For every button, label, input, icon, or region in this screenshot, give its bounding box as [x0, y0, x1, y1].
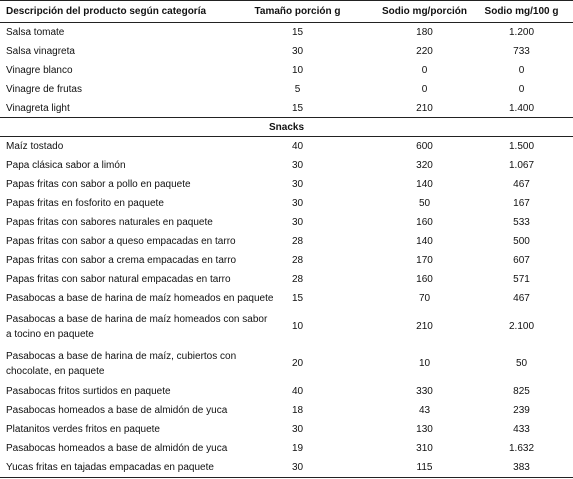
product-cell: Papas fritas con sabores naturales en pa…: [6, 217, 213, 228]
value-cell: 383: [513, 462, 530, 473]
value-cell: 1.067: [508, 160, 535, 171]
value-cell: 130: [416, 424, 433, 435]
header-cell: Descripción del producto según categoría: [6, 5, 207, 17]
product-cell: Vinagre de frutas: [6, 84, 82, 95]
value-cell: 220: [416, 46, 433, 57]
value-cell: 40: [291, 141, 304, 152]
value-cell: 140: [416, 179, 433, 190]
value-cell: 10: [291, 321, 304, 332]
product-cell: Yucas fritas en tajadas empacadas en paq…: [6, 462, 214, 473]
rule: [0, 22, 573, 23]
value-cell: 1.200: [508, 27, 535, 38]
value-cell: 20: [291, 358, 304, 369]
value-cell: 310: [416, 443, 433, 454]
value-cell: 160: [416, 274, 433, 285]
value-cell: 571: [513, 274, 530, 285]
value-cell: 467: [513, 179, 530, 190]
header-cell: Tamaño porción g: [254, 5, 341, 17]
value-cell: 18: [291, 405, 304, 416]
header-cell: Sodio mg/100 g: [484, 5, 559, 17]
value-cell: 28: [291, 255, 304, 266]
value-cell: 30: [291, 198, 304, 209]
product-cell: Papas fritas en fosforito en paquete: [6, 198, 164, 209]
value-cell: 50: [515, 358, 528, 369]
product-cell: Papas fritas con sabor a crema empacadas…: [6, 255, 237, 266]
value-cell: 1.400: [508, 103, 535, 114]
value-cell: 15: [291, 27, 304, 38]
value-cell: 28: [291, 236, 304, 247]
product-cell: Papa clásica sabor a limón: [6, 160, 126, 171]
value-cell: 19: [291, 443, 304, 454]
product-cell: Vinagreta light: [6, 103, 70, 114]
value-cell: 30: [291, 217, 304, 228]
value-cell: 30: [291, 424, 304, 435]
rule: [0, 136, 573, 137]
value-cell: 1.500: [508, 141, 535, 152]
product-cell: Pasabocas a base de harina de maíz homea…: [6, 293, 274, 304]
value-cell: 30: [291, 462, 304, 473]
rule: [0, 117, 573, 118]
value-cell: 180: [416, 27, 433, 38]
value-cell: 210: [416, 321, 433, 332]
value-cell: 30: [291, 179, 304, 190]
value-cell: 30: [291, 46, 304, 57]
value-cell: 500: [513, 236, 530, 247]
value-cell: 0: [421, 65, 428, 76]
value-cell: 2.100: [508, 321, 535, 332]
value-cell: 1.632: [508, 443, 535, 454]
value-cell: 0: [518, 65, 525, 76]
value-cell: 0: [421, 84, 428, 95]
value-cell: 0: [518, 84, 525, 95]
value-cell: 825: [513, 386, 530, 397]
value-cell: 733: [513, 46, 530, 57]
value-cell: 50: [418, 198, 431, 209]
product-cell: Pasabocas fritos surtidos en paquete: [6, 386, 171, 397]
value-cell: 15: [291, 103, 304, 114]
product-cell: Papas fritas con sabor a queso empacadas…: [6, 236, 236, 247]
header-cell: Sodio mg/porción: [382, 5, 467, 17]
value-cell: 10: [418, 358, 431, 369]
value-cell: 533: [513, 217, 530, 228]
value-cell: 115: [416, 462, 433, 473]
value-cell: 600: [416, 141, 433, 152]
product-cell: Maíz tostado: [6, 141, 64, 152]
product-cell: Salsa vinagreta: [6, 46, 75, 57]
product-cell: Pasabocas a base de harina de maíz, cubi…: [6, 350, 237, 377]
value-cell: 467: [513, 293, 530, 304]
value-cell: 43: [418, 405, 431, 416]
value-cell: 170: [416, 255, 433, 266]
value-cell: 30: [291, 160, 304, 171]
product-cell: Platanitos verdes fritos en paquete: [6, 424, 160, 435]
value-cell: 5: [294, 84, 301, 95]
product-cell: Salsa tomate: [6, 27, 65, 38]
value-cell: 607: [513, 255, 530, 266]
value-cell: 320: [416, 160, 433, 171]
product-cell: Pasabocas homeados a base de almidón de …: [6, 443, 228, 454]
value-cell: 70: [418, 293, 431, 304]
value-cell: 15: [291, 293, 304, 304]
value-cell: 28: [291, 274, 304, 285]
value-cell: 433: [513, 424, 530, 435]
product-cell: Papas fritas con sabor a pollo en paquet…: [6, 179, 191, 190]
rule: [0, 0, 573, 1]
value-cell: 210: [416, 103, 433, 114]
product-cell: Pasabocas homeados a base de almidón de …: [6, 405, 228, 416]
value-cell: 330: [416, 386, 433, 397]
value-cell: 40: [291, 386, 304, 397]
value-cell: 167: [513, 198, 530, 209]
product-cell: Vinagre blanco: [6, 65, 73, 76]
value-cell: 160: [416, 217, 433, 228]
rule: [0, 477, 573, 478]
value-cell: 239: [513, 405, 530, 416]
section-title: Snacks: [268, 122, 305, 133]
product-cell: Pasabocas a base de harina de maíz homea…: [6, 313, 268, 340]
product-cell: Papas fritas con sabor natural empacadas…: [6, 274, 231, 285]
value-cell: 10: [291, 65, 304, 76]
value-cell: 140: [416, 236, 433, 247]
